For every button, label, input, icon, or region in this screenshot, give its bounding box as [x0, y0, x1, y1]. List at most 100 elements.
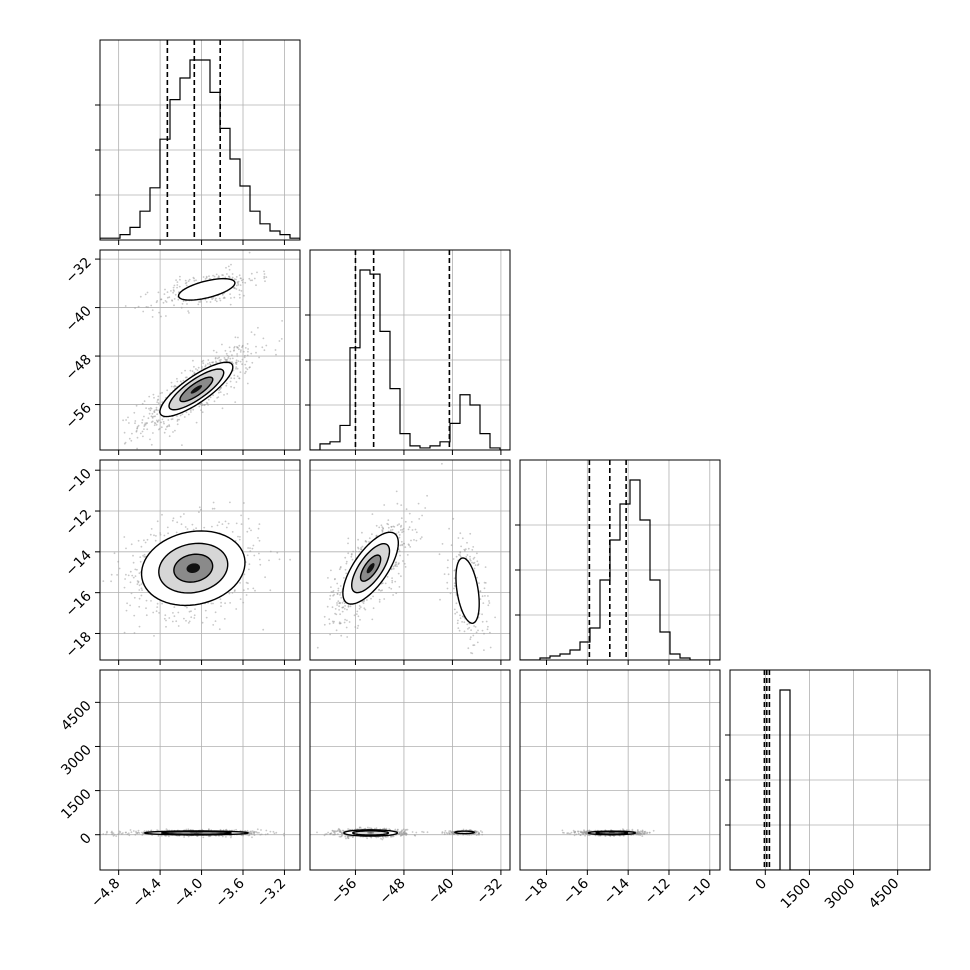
sample-point [241, 358, 244, 361]
sample-point [231, 357, 234, 360]
sample-point [350, 553, 353, 556]
sample-point [472, 546, 475, 548]
sample-point [155, 423, 158, 426]
sample-point [411, 831, 414, 833]
sample-point [263, 273, 266, 275]
sample-point [470, 629, 472, 631]
sample-point [380, 837, 382, 840]
sample-point [161, 391, 164, 394]
sample-point [460, 545, 462, 548]
sample-point [96, 830, 98, 832]
sample-point [382, 837, 385, 839]
sample-point [264, 833, 267, 836]
panel-frame [99, 249, 301, 451]
sample-point [403, 562, 406, 565]
sample-point [226, 382, 228, 385]
sample-point [341, 610, 344, 613]
sample-point [459, 532, 462, 535]
y-tick-label: 3000 [58, 742, 95, 779]
sample-point [195, 368, 197, 370]
sample-point [263, 270, 265, 273]
sample-point [247, 350, 249, 353]
sample-point [132, 561, 135, 564]
sample-point [141, 430, 144, 433]
x-tick-label: −56 [328, 875, 360, 907]
sample-point [408, 512, 411, 515]
sample-point [384, 582, 387, 585]
sample-point [235, 608, 238, 610]
sample-point [171, 620, 174, 623]
sample-point [365, 540, 368, 543]
sample-point [173, 284, 176, 287]
sample-point [190, 411, 192, 413]
sample-point [283, 832, 285, 835]
panel-frame [519, 459, 721, 661]
sample-point [142, 554, 145, 557]
sample-point [176, 415, 178, 417]
sample-point [604, 835, 607, 837]
sample-point [341, 602, 344, 604]
sample-point [227, 522, 230, 525]
sample-point [126, 602, 128, 605]
sample-point [218, 835, 220, 837]
sample-point [343, 621, 346, 624]
sample-point [168, 435, 171, 438]
sample-point [127, 832, 130, 835]
sample-point [339, 585, 342, 587]
sample-point [461, 621, 463, 623]
sample-point [289, 558, 291, 561]
sample-point [157, 835, 160, 837]
sample-point [168, 617, 171, 619]
sample-point [463, 630, 466, 633]
sample-point [366, 837, 368, 840]
sample-point [260, 829, 262, 831]
sample-point [395, 563, 397, 566]
sample-point [239, 598, 242, 600]
sample-point [192, 359, 194, 362]
sample-point [137, 424, 140, 427]
sample-point [239, 351, 242, 353]
sample-point [251, 836, 253, 839]
sample-point [471, 561, 473, 564]
x-tick-label: −4.4 [130, 875, 165, 910]
sample-point [180, 306, 183, 309]
sample-point [410, 539, 412, 542]
sample-point [126, 833, 129, 836]
sample-point [106, 831, 108, 834]
sample-point [174, 293, 177, 296]
sample-point [234, 401, 237, 403]
sample-point [136, 583, 139, 585]
sample-point [452, 832, 455, 835]
sample-point [165, 301, 168, 303]
sample-point [150, 829, 152, 832]
sample-point [463, 621, 466, 624]
sample-point [179, 275, 181, 278]
sample-point [253, 554, 256, 557]
sample-point [391, 528, 394, 531]
sample-point [235, 828, 238, 831]
sample-point [399, 832, 401, 834]
sample-point [163, 617, 166, 620]
sample-point [186, 528, 189, 530]
sample-point [225, 836, 227, 838]
sample-point [257, 537, 259, 539]
sample-point [255, 284, 257, 287]
sample-point [245, 581, 248, 584]
sample-point [215, 351, 218, 354]
sample-point [386, 575, 389, 578]
sample-point [465, 556, 468, 558]
sample-point [266, 833, 269, 835]
sample-point [190, 610, 192, 613]
sample-point [135, 831, 138, 834]
sample-point [234, 336, 237, 339]
sample-point [186, 606, 188, 609]
sample-point [138, 605, 141, 608]
sample-point [335, 830, 338, 833]
sample-point [404, 829, 407, 832]
sample-point [479, 598, 482, 600]
sample-point [264, 280, 266, 283]
sample-point [227, 355, 230, 358]
sample-point [145, 607, 147, 610]
sample-point [237, 360, 240, 362]
sample-point [481, 595, 484, 598]
